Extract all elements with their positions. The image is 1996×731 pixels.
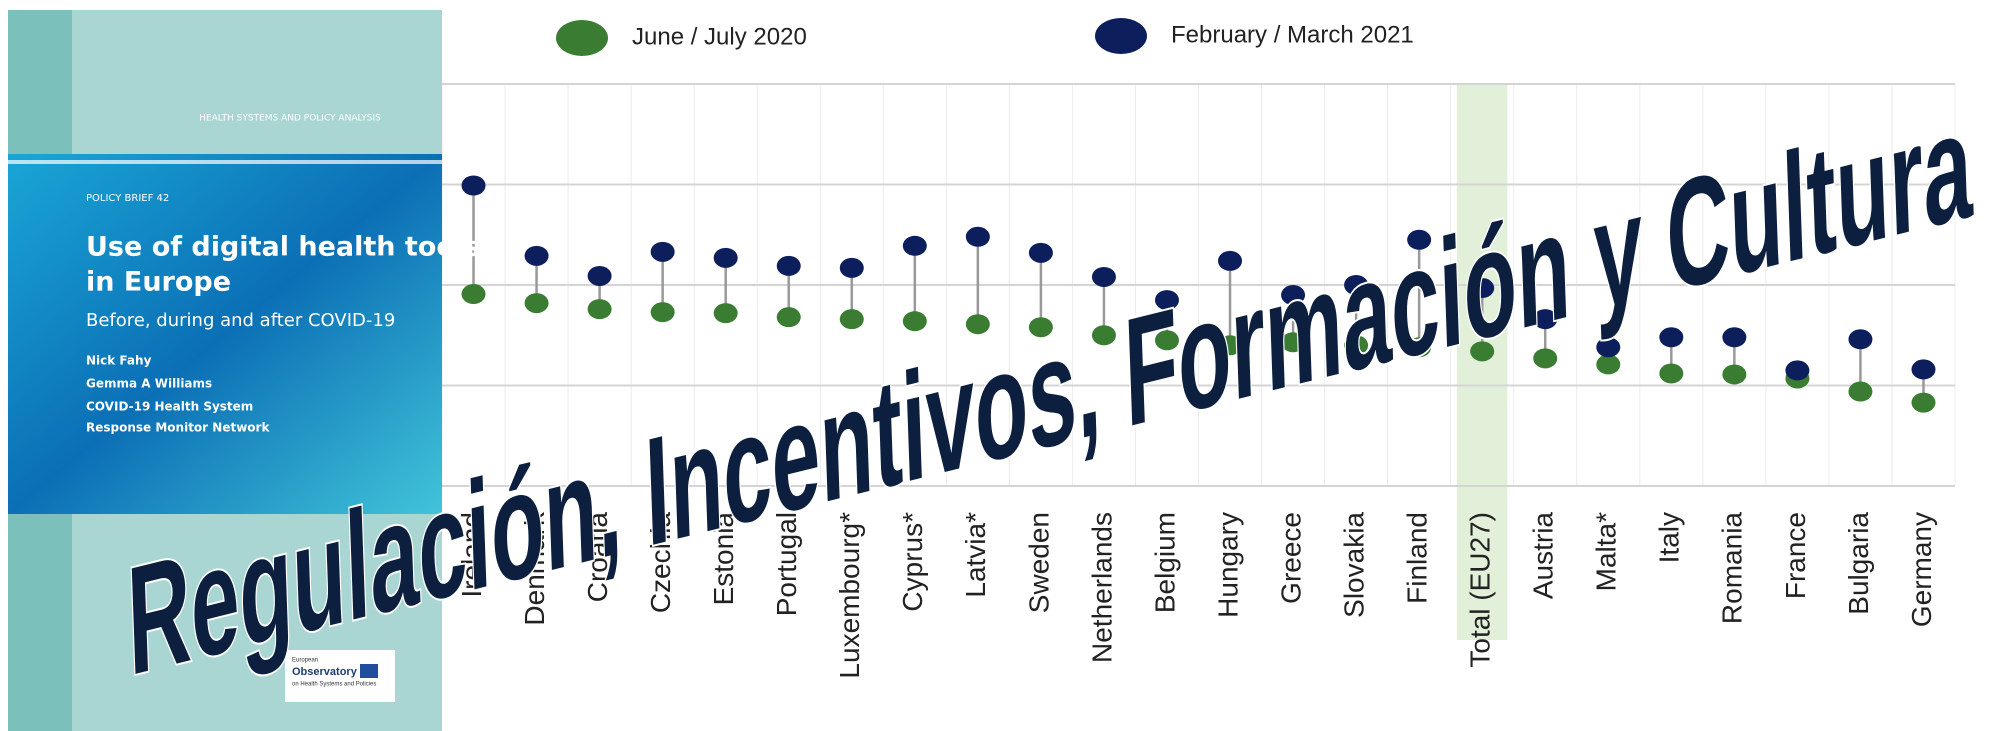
- x-tick-label: Netherlands: [1086, 512, 1117, 663]
- dot: [651, 242, 675, 262]
- dot: [1911, 359, 1935, 379]
- dot: [462, 284, 486, 304]
- cover-author: Gemma A Williams: [86, 377, 212, 391]
- dot: [1029, 243, 1053, 263]
- x-tick-label: Austria: [1528, 512, 1559, 600]
- x-tick-label: Malta*: [1591, 512, 1622, 591]
- cover-subtitle: Before, during and after COVID-19: [86, 310, 395, 331]
- x-tick-label: Greece: [1275, 512, 1306, 604]
- dot: [1848, 329, 1872, 349]
- logo-text: Observatory: [292, 666, 358, 678]
- dot: [1848, 382, 1872, 402]
- dot: [1596, 354, 1620, 374]
- dot: [588, 266, 612, 286]
- x-tick-label: Hungary: [1212, 512, 1243, 618]
- x-tick-label: Italy: [1654, 512, 1685, 563]
- page: IrelandDenmarkCroatiaCzechiaEstoniaPortu…: [0, 0, 1996, 731]
- legend-marker: [556, 20, 608, 56]
- dot: [462, 176, 486, 196]
- cover-title: Use of digital health tools: [86, 232, 480, 263]
- cover-author: Response Monitor Network: [86, 421, 270, 435]
- dot: [714, 248, 738, 268]
- cover-title: in Europe: [86, 267, 231, 298]
- x-tick-label: Slovakia: [1338, 512, 1369, 618]
- cover-panel: [8, 154, 442, 514]
- dot: [903, 311, 927, 331]
- legend-label: June / July 2020: [632, 23, 807, 50]
- logo-text: on Health Systems and Policies: [292, 682, 376, 688]
- x-tick-label: Bulgaria: [1843, 512, 1874, 615]
- dot: [525, 293, 549, 313]
- dot: [588, 299, 612, 319]
- x-tick-label: Cyprus*: [897, 512, 928, 612]
- cover-rule: [8, 160, 442, 164]
- cover-author: Nick Fahy: [86, 354, 152, 368]
- dot: [651, 302, 675, 322]
- logo-flag: [360, 664, 378, 678]
- dot: [903, 236, 927, 256]
- dot: [777, 256, 801, 276]
- x-tick-label: Germany: [1906, 512, 1937, 627]
- dot: [1722, 364, 1746, 384]
- dot: [1722, 327, 1746, 347]
- dot: [966, 227, 990, 247]
- x-tick-label: Total (EU27): [1465, 512, 1496, 668]
- x-tick-label: Sweden: [1023, 512, 1054, 613]
- x-tick-label: Finland: [1402, 512, 1433, 604]
- dot: [1659, 327, 1683, 347]
- dot: [714, 303, 738, 323]
- dot: [1911, 393, 1935, 413]
- dot: [777, 307, 801, 327]
- x-tick-label: France: [1780, 512, 1811, 599]
- x-tick-label: Romania: [1717, 512, 1748, 624]
- cover-brief: POLICY BRIEF 42: [86, 193, 169, 204]
- dot: [1092, 267, 1116, 287]
- x-tick-label: Latvia*: [960, 512, 991, 598]
- dot: [525, 246, 549, 266]
- dot: [840, 309, 864, 329]
- x-tick-label: Luxembourg*: [834, 512, 865, 679]
- cover-author: COVID-19 Health System: [86, 400, 253, 414]
- legend-marker: [1095, 18, 1147, 54]
- x-tick-label: Belgium: [1149, 512, 1180, 613]
- legend-label: February / March 2021: [1171, 21, 1414, 48]
- dot: [1785, 360, 1809, 380]
- cover-series: HEALTH SYSTEMS AND POLICY ANALYSIS: [199, 114, 381, 124]
- dot: [1659, 363, 1683, 383]
- dot: [840, 258, 864, 278]
